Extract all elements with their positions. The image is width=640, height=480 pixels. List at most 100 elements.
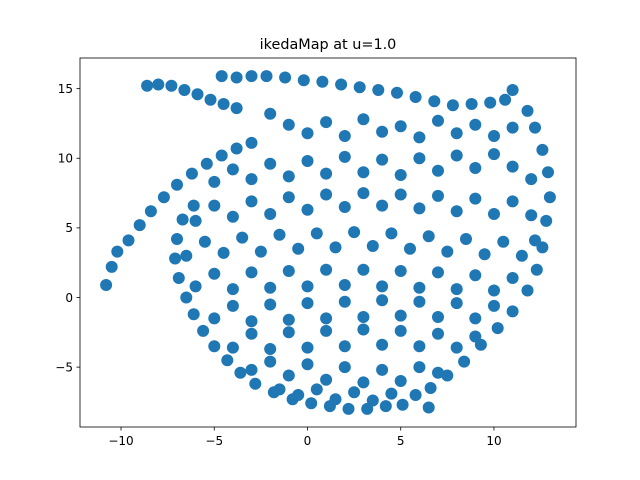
data-point (180, 291, 193, 304)
data-point (478, 248, 491, 261)
data-point (264, 343, 277, 355)
data-point (338, 340, 351, 353)
data-point (506, 84, 519, 96)
data-point (376, 338, 389, 351)
data-point (521, 104, 534, 117)
data-point (458, 355, 471, 368)
data-point (376, 280, 389, 293)
data-point (338, 201, 351, 213)
data-point (157, 191, 170, 204)
data-point (310, 383, 323, 396)
data-point (432, 311, 444, 323)
data-point (488, 299, 500, 312)
data-point (180, 249, 193, 262)
data-point (394, 169, 407, 181)
data-point (432, 189, 444, 202)
data-point (329, 393, 342, 406)
data-point (171, 178, 183, 191)
data-point (208, 175, 221, 188)
data-point (320, 188, 333, 201)
data-point (245, 136, 258, 149)
data-point (432, 327, 444, 340)
data-point (230, 142, 243, 155)
data-point (191, 88, 204, 101)
data-point (394, 309, 407, 322)
data-point (100, 279, 113, 291)
data-point (301, 358, 314, 371)
data-point (409, 389, 422, 401)
data-point (488, 130, 500, 142)
data-point (273, 228, 286, 241)
data-point (338, 279, 351, 291)
data-point (320, 373, 333, 386)
data-point (413, 281, 426, 294)
data-point (525, 173, 538, 186)
data-point (542, 166, 554, 179)
data-point (172, 272, 185, 284)
data-point (260, 70, 273, 83)
data-point (122, 234, 135, 247)
data-point (413, 295, 426, 308)
data-point (357, 323, 370, 336)
data-point (441, 369, 454, 382)
data-point (521, 284, 534, 297)
data-point (152, 78, 165, 91)
data-point (320, 116, 333, 129)
data-point (469, 312, 482, 325)
data-point (394, 265, 407, 277)
data-point (282, 118, 295, 131)
data-point (469, 330, 482, 343)
data-point (320, 312, 333, 325)
data-point (376, 125, 389, 138)
data-point (338, 361, 351, 374)
data-point (536, 143, 549, 156)
data-point (264, 281, 277, 294)
data-point (394, 375, 407, 387)
data-point (198, 235, 211, 248)
data-point (432, 114, 444, 127)
data-point (217, 98, 230, 110)
data-point (353, 81, 366, 94)
data-point (215, 149, 228, 162)
data-point (226, 210, 239, 223)
data-point (428, 95, 441, 108)
data-point (491, 322, 504, 335)
data-point (450, 149, 463, 162)
data-point (366, 240, 379, 252)
data-point (422, 230, 435, 243)
data-point (450, 205, 463, 218)
data-point (301, 155, 314, 167)
y-tick-label: 5 (65, 221, 73, 235)
data-point (301, 297, 314, 310)
data-point (301, 341, 314, 354)
data-point (320, 324, 333, 337)
data-point (282, 313, 295, 326)
data-point (394, 188, 407, 201)
data-point (105, 260, 118, 273)
data-point (506, 305, 519, 318)
data-point (264, 107, 277, 120)
plot-frame (79, 57, 577, 428)
data-point (301, 280, 314, 293)
data-point (197, 324, 210, 337)
data-point (497, 235, 510, 248)
data-point (208, 312, 221, 325)
x-tick-label: 0 (304, 434, 312, 448)
scatter-points (100, 70, 556, 415)
data-point (372, 84, 385, 96)
data-point (409, 91, 422, 103)
data-point (413, 131, 426, 144)
data-point (297, 74, 310, 87)
data-point (450, 127, 463, 140)
data-point (301, 127, 314, 140)
data-point (338, 130, 351, 142)
data-point (413, 152, 426, 165)
data-point (525, 209, 538, 222)
data-point (413, 202, 426, 215)
data-point (245, 363, 258, 376)
data-point (245, 70, 258, 83)
data-point (215, 70, 228, 83)
x-tick-label: 5 (397, 434, 405, 448)
data-point (484, 96, 497, 109)
